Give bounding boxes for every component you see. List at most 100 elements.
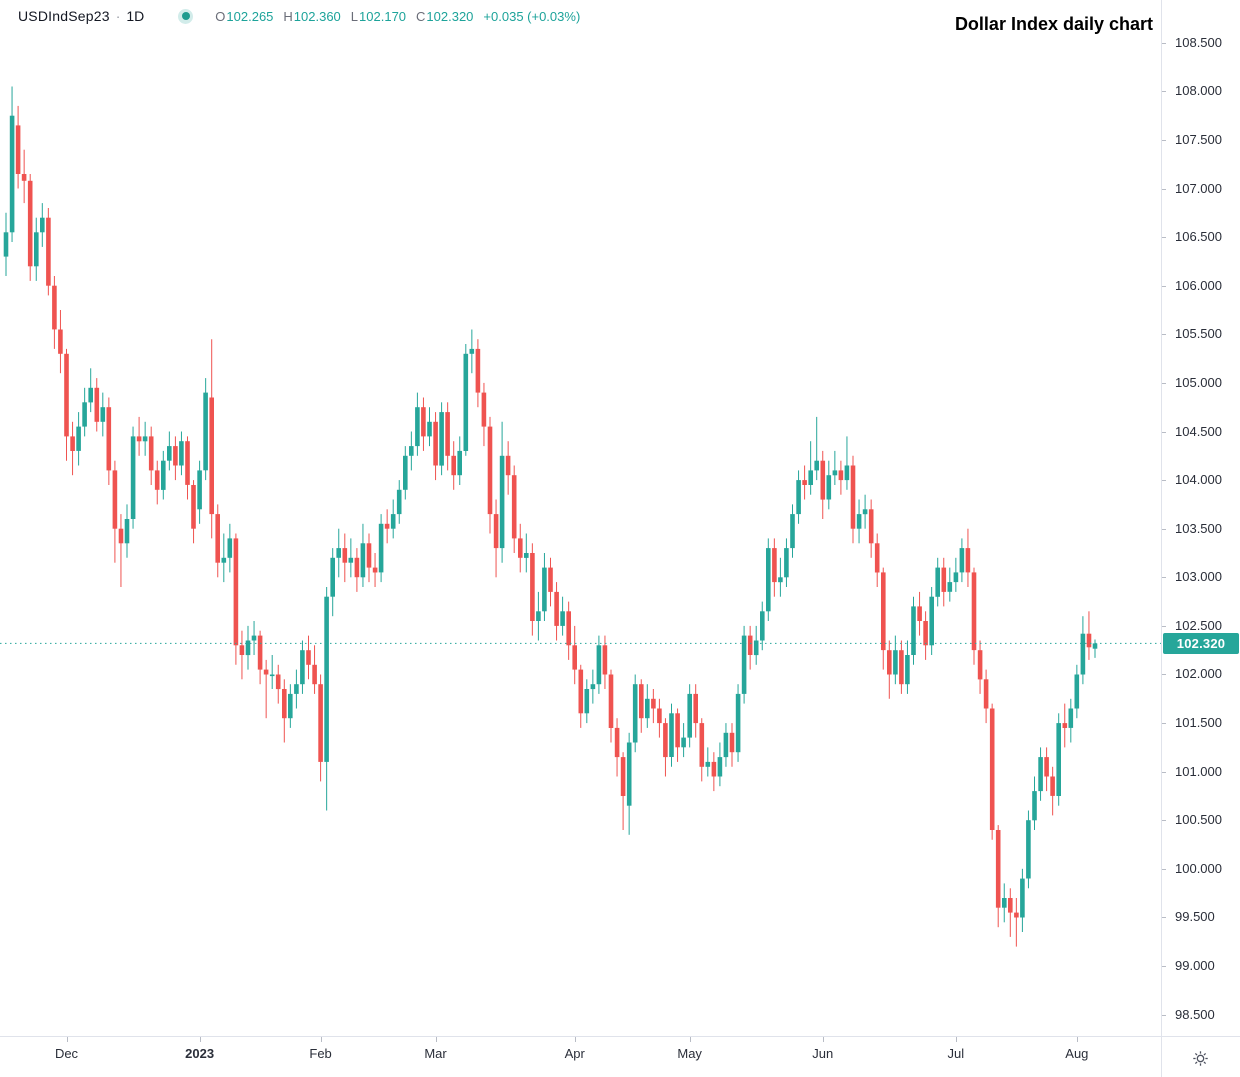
candle-up [409, 446, 414, 456]
candle-down [384, 523, 390, 529]
candle-down [191, 485, 196, 529]
candle-down [58, 329, 63, 354]
candle-up [288, 693, 293, 719]
time-tick-label: May [677, 1046, 702, 1061]
time-tick-label: Mar [424, 1046, 447, 1061]
candle-down [572, 645, 577, 670]
candle-down [983, 679, 989, 709]
candle-up [336, 548, 341, 558]
time-tick-mark [435, 1037, 437, 1042]
time-tick-mark [1076, 1037, 1078, 1042]
candle-up [1032, 791, 1037, 821]
legend-separator: · [115, 8, 121, 24]
candle-up [324, 596, 329, 762]
candle-up [1002, 898, 1007, 908]
candle-down [21, 174, 27, 181]
candle-down [881, 572, 886, 651]
candle-down [148, 436, 154, 471]
gear-icon [1192, 1050, 1208, 1066]
price-tick-label: 106.000 [1175, 277, 1222, 293]
price-axis[interactable]: 102.320 108.500 108.000 107.500 107.000 106.… [1161, 0, 1240, 1077]
time-tick-mark [574, 1037, 576, 1042]
candle-down [52, 285, 57, 330]
candle-up [681, 737, 686, 748]
time-tick-mark [199, 1037, 201, 1042]
candle-up [124, 519, 130, 544]
candle-down [511, 475, 517, 539]
candle-down [620, 757, 626, 796]
price-tick-label: 105.000 [1175, 374, 1222, 390]
candle-up [784, 548, 789, 578]
interval-label[interactable]: 1D [126, 8, 145, 24]
candle-up [378, 523, 384, 573]
candle-up [778, 577, 783, 583]
candle-down [868, 509, 874, 544]
candle-down [94, 387, 100, 422]
chart-plot-area[interactable]: USDIndSep23 · 1D O 102.265 H 102.360 L 102.… [0, 0, 1161, 1036]
candle-down [887, 650, 892, 675]
price-tick-mark [1162, 334, 1166, 336]
candle-down [475, 348, 481, 393]
time-tick-label: 2023 [185, 1046, 215, 1061]
candle-down [421, 407, 426, 437]
time-axis[interactable]: Dec 2023 Feb Mar Apr May Jun Jul Aug [0, 1036, 1240, 1077]
candle-up [88, 387, 93, 403]
close-label: C [416, 8, 426, 24]
candle-down [342, 548, 348, 563]
candle-down [675, 713, 680, 748]
candle-down [838, 470, 844, 481]
price-tick-label: 99.500 [1175, 909, 1215, 925]
candle-up [9, 115, 15, 233]
price-tick-label: 108.500 [1175, 34, 1222, 50]
candle-down [899, 650, 904, 685]
candle-down [64, 353, 69, 437]
symbol-name[interactable]: USDIndSep23 [18, 8, 110, 24]
candle-up [935, 567, 940, 597]
candle-down [433, 421, 438, 466]
candle-up [796, 480, 801, 515]
price-tick-mark [1162, 625, 1166, 627]
candle-down [312, 664, 317, 685]
candle-up [1080, 633, 1086, 675]
price-tick-mark [1162, 771, 1166, 773]
candle-down [493, 514, 499, 549]
candle-down [518, 538, 523, 558]
candle-down [505, 455, 511, 476]
candle-down [772, 548, 777, 583]
candle-down [487, 426, 493, 515]
price-tick-mark [1162, 188, 1166, 190]
candlestick-plot[interactable] [0, 0, 1161, 1036]
candle-up [741, 635, 747, 694]
candle-up [669, 713, 674, 757]
price-tick-label: 108.000 [1175, 83, 1222, 99]
price-tick-label: 103.000 [1175, 569, 1222, 585]
price-tick-mark [1162, 966, 1166, 968]
candle-up [929, 596, 934, 646]
price-tick-mark [1162, 431, 1166, 433]
candle-up [626, 742, 632, 806]
candle-up [735, 693, 741, 753]
candle-up [142, 436, 148, 442]
candle-up [687, 693, 692, 738]
time-tick-label: Jul [947, 1046, 965, 1061]
candle-up [536, 611, 541, 621]
candle-up [415, 407, 420, 447]
candle-down [820, 460, 826, 500]
candle-up [40, 217, 45, 233]
price-tick-label: 100.000 [1175, 860, 1222, 876]
candle-up [1092, 643, 1098, 649]
price-tick-mark [1162, 285, 1166, 287]
candle-down [239, 645, 245, 655]
axis-settings-gear-button[interactable] [1189, 1047, 1211, 1069]
candle-up [294, 684, 299, 694]
time-tick-mark [822, 1037, 824, 1042]
candle-down [693, 693, 698, 724]
time-tick-mark [320, 1037, 322, 1042]
candle-down [971, 572, 977, 651]
candle-up [330, 557, 335, 597]
candle-up [856, 514, 862, 529]
candle-down [27, 180, 33, 267]
candle-up [1020, 878, 1025, 918]
candle-up [590, 684, 596, 690]
candle-down [1008, 898, 1013, 913]
